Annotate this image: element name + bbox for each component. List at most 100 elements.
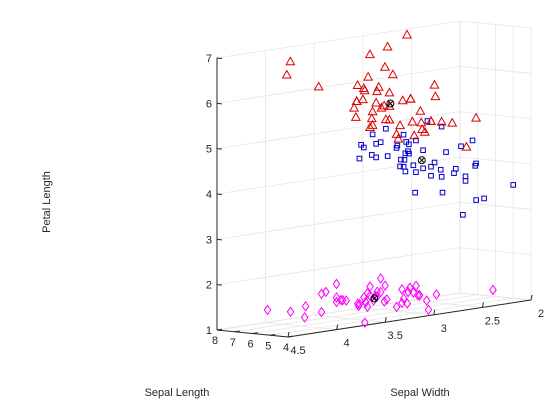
x-tick-label: 5: [265, 340, 271, 352]
floor-gridline-y: [314, 314, 386, 323]
data-point-triangle: [371, 97, 382, 107]
z-tick-label: 6: [206, 98, 212, 110]
data-point-square: [437, 166, 444, 173]
z-tick-mark: [216, 57, 223, 59]
y-tick-label: 4: [344, 338, 350, 350]
data-point-diamond: [363, 301, 372, 313]
centroid-marker: [370, 294, 379, 303]
y-tick-label: 4.5: [290, 345, 305, 357]
data-point-square: [393, 145, 400, 151]
data-point-triangle: [285, 56, 296, 66]
data-point-diamond: [376, 273, 385, 284]
data-point-triangle: [350, 111, 361, 121]
data-point-square: [420, 147, 426, 153]
data-point-triangle: [357, 94, 368, 104]
data-point-square: [469, 137, 476, 144]
data-point-triangle: [349, 102, 360, 112]
data-point-diamond: [286, 306, 295, 318]
x-tick-mark: [287, 335, 294, 338]
data-point-triangle: [382, 41, 393, 51]
data-point-triangle: [367, 119, 378, 129]
data-point-diamond: [361, 317, 369, 328]
data-point-triangle: [376, 102, 387, 112]
data-point-square: [413, 169, 419, 175]
data-point-square: [384, 153, 391, 159]
data-point-triangle: [461, 141, 472, 151]
y-tick-mark: [433, 309, 436, 315]
side-wall-gridline-z: [216, 247, 461, 286]
side-wall-gridline-z: [216, 201, 461, 240]
centroid-marker-ring: [386, 99, 395, 108]
y-tick-label: 2.5: [485, 315, 500, 327]
y-tick-mark: [530, 294, 533, 301]
data-point-square: [397, 163, 403, 170]
data-point-triangle: [384, 114, 395, 124]
data-point-triangle: [379, 61, 390, 71]
side-wall-gridline-z: [216, 20, 461, 59]
data-point-triangle: [436, 116, 447, 126]
box-edge: [459, 292, 532, 301]
x-tick-label: 7: [230, 337, 236, 349]
y-tick-mark: [384, 317, 387, 323]
data-point-diamond: [332, 278, 341, 290]
data-point-triangle: [397, 95, 408, 105]
data-point-square: [420, 165, 426, 172]
data-point-diamond: [300, 312, 309, 323]
data-point-square: [428, 172, 434, 179]
data-point-diamond: [415, 289, 424, 301]
data-point-diamond: [381, 280, 389, 291]
data-point-triangle: [367, 106, 378, 116]
back-wall-gridline-z: [459, 65, 532, 74]
axis-titles: Sepal Length Sepal Width Petal Length: [41, 171, 450, 399]
data-point-square: [412, 189, 418, 196]
y-tick-label: 2: [538, 308, 544, 320]
data-point-diamond: [332, 296, 341, 308]
y-axis-title: Sepal Width: [390, 387, 449, 399]
data-point-triangle: [352, 79, 363, 89]
data-point-diamond: [355, 298, 364, 310]
x-tick-mark: [270, 333, 276, 336]
data-point-triangle: [387, 69, 398, 79]
data-point-diamond: [363, 287, 372, 299]
centroid-marker: [386, 99, 395, 108]
data-point-diamond: [424, 304, 433, 316]
side-wall-gridline-z: [216, 65, 461, 104]
data-point-triangle: [401, 29, 413, 39]
z-tick-mark: [216, 148, 223, 150]
data-point-square: [438, 173, 445, 180]
data-point-triangle: [405, 93, 416, 103]
data-point-diamond: [301, 300, 310, 312]
data-point-diamond: [409, 287, 418, 298]
data-point-square: [443, 149, 449, 155]
data-point-triangle: [416, 117, 427, 127]
data-point-diamond: [366, 290, 374, 301]
data-point-square: [400, 131, 407, 138]
back-wall-gridline-z: [459, 247, 532, 256]
data-point-triangle: [384, 87, 395, 97]
floor-gridline-y: [265, 322, 337, 330]
x-tick-mark: [252, 332, 258, 334]
z-tick-label: 4: [206, 189, 212, 201]
back-wall-gridline-z: [459, 111, 532, 120]
y-tick-label: 3: [441, 323, 447, 335]
data-point-diamond: [332, 292, 341, 303]
data-point-triangle: [430, 91, 441, 101]
centroid-marker-cross: [387, 100, 394, 107]
data-point-square: [462, 173, 469, 180]
centroid-marker-ring: [370, 294, 379, 303]
data-point-diamond: [422, 295, 431, 306]
data-point-square: [406, 150, 412, 157]
y-tick-mark: [287, 331, 290, 338]
data-point-triangle: [281, 69, 292, 79]
data-point-diamond: [489, 284, 497, 296]
data-point-diamond: [380, 296, 389, 307]
data-point-diamond: [342, 295, 351, 306]
data-point-square: [458, 143, 464, 150]
data-point-triangle: [425, 115, 437, 125]
data-point-triangle: [407, 116, 418, 126]
y-tick-mark: [481, 302, 484, 308]
x-tick-label: 4: [283, 342, 289, 354]
data-point-square: [452, 165, 459, 172]
plot-area: [263, 29, 517, 328]
